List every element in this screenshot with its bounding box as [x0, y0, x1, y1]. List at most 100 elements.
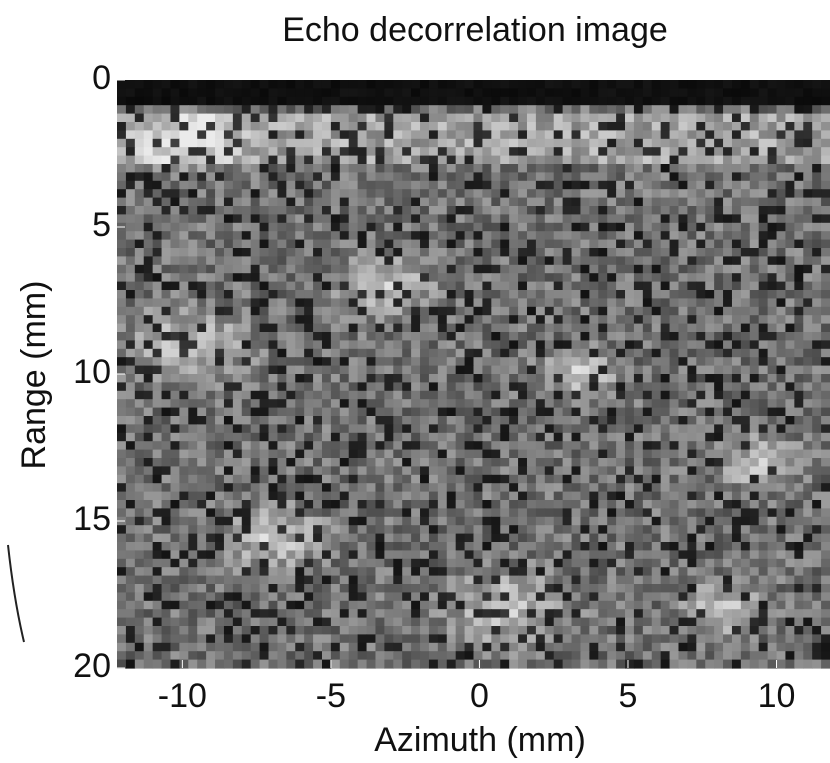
image-cell	[732, 458, 742, 467]
image-cell	[714, 483, 724, 492]
image-cell	[277, 475, 287, 484]
image-cell	[465, 592, 475, 601]
image-cell	[367, 500, 377, 509]
image-cell	[589, 584, 599, 593]
image-cell	[170, 349, 180, 358]
image-cell	[384, 256, 394, 265]
image-cell	[286, 231, 296, 240]
image-cell	[616, 441, 626, 450]
image-cell	[794, 433, 804, 442]
image-cell	[340, 450, 350, 459]
image-cell	[411, 601, 421, 610]
image-cell	[144, 290, 154, 299]
image-cell	[527, 248, 537, 257]
image-cell	[554, 408, 564, 417]
image-cell	[741, 139, 751, 148]
image-cell	[188, 223, 198, 232]
image-cell	[527, 214, 537, 223]
image-cell	[491, 592, 501, 601]
image-cell	[750, 97, 760, 106]
image-cell	[367, 450, 377, 459]
image-cell	[803, 105, 813, 114]
image-cell	[126, 80, 136, 89]
image-cell	[634, 382, 644, 391]
image-cell	[179, 88, 189, 97]
image-cell	[491, 483, 501, 492]
image-cell	[491, 139, 501, 148]
image-cell	[518, 525, 528, 534]
image-cell	[687, 382, 697, 391]
image-cell	[224, 349, 234, 358]
image-cell	[714, 298, 724, 307]
image-cell	[714, 450, 724, 459]
image-cell	[170, 265, 180, 274]
image-cell	[696, 492, 706, 501]
image-cell	[705, 500, 715, 509]
image-cell	[759, 105, 769, 114]
image-cell	[429, 189, 439, 198]
image-cell	[821, 399, 830, 408]
image-cell	[224, 542, 234, 551]
image-cell	[144, 433, 154, 442]
image-cell	[652, 164, 662, 173]
image-cell	[197, 248, 207, 257]
image-cell	[465, 105, 475, 114]
image-cell	[741, 349, 751, 358]
image-cell	[402, 550, 412, 559]
image-cell	[242, 399, 252, 408]
image-cell	[429, 164, 439, 173]
image-cell	[447, 374, 457, 383]
image-cell	[304, 256, 314, 265]
image-cell	[465, 433, 475, 442]
image-cell	[242, 366, 252, 375]
image-cell	[215, 374, 225, 383]
image-cell	[491, 492, 501, 501]
image-cell	[304, 424, 314, 433]
image-cell	[438, 391, 448, 400]
image-cell	[563, 265, 573, 274]
image-cell	[179, 475, 189, 484]
image-cell	[233, 198, 243, 207]
image-cell	[777, 97, 787, 106]
image-cell	[572, 550, 582, 559]
image-cell	[572, 450, 582, 459]
image-cell	[367, 248, 377, 257]
image-cell	[607, 500, 617, 509]
image-cell	[402, 80, 412, 89]
image-cell	[286, 206, 296, 215]
image-cell	[411, 366, 421, 375]
image-cell	[438, 542, 448, 551]
image-cell	[563, 105, 573, 114]
image-cell	[393, 567, 403, 576]
image-cell	[714, 223, 724, 232]
image-cell	[456, 332, 466, 341]
image-cell	[260, 273, 270, 282]
image-cell	[741, 214, 751, 223]
image-cell	[188, 164, 198, 173]
image-cell	[794, 273, 804, 282]
image-cell	[215, 500, 225, 509]
image-cell	[313, 265, 323, 274]
image-cell	[661, 441, 671, 450]
image-cell	[224, 408, 234, 417]
image-cell	[572, 408, 582, 417]
image-cell	[777, 139, 787, 148]
image-cell	[206, 223, 216, 232]
image-cell	[687, 508, 697, 517]
image-cell	[536, 240, 546, 249]
image-cell	[277, 307, 287, 316]
image-cell	[233, 433, 243, 442]
image-cell	[286, 282, 296, 291]
image-cell	[242, 172, 252, 181]
image-cell	[509, 223, 519, 232]
image-cell	[224, 500, 234, 509]
image-cell	[420, 240, 430, 249]
image-cell	[170, 164, 180, 173]
image-cell	[812, 550, 822, 559]
image-cell	[777, 424, 787, 433]
image-cell	[456, 265, 466, 274]
image-cell	[224, 382, 234, 391]
image-cell	[260, 525, 270, 534]
image-cell	[500, 105, 510, 114]
image-cell	[563, 307, 573, 316]
